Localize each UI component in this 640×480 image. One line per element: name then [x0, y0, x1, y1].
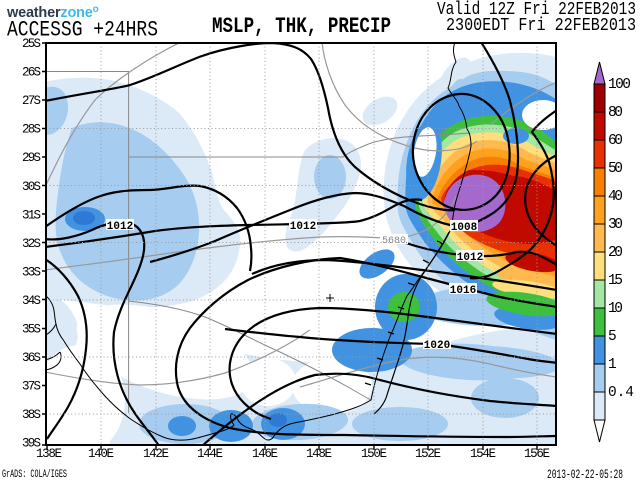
svg-text:33S: 33S — [22, 266, 41, 280]
svg-text:1016: 1016 — [450, 285, 476, 297]
svg-text:142E: 142E — [143, 447, 169, 461]
svg-text:100: 100 — [608, 77, 631, 93]
svg-text:1012: 1012 — [457, 252, 483, 264]
svg-text:35S: 35S — [22, 323, 41, 337]
svg-text:36S: 36S — [22, 351, 41, 365]
svg-text:32S: 32S — [22, 237, 41, 251]
svg-text:28S: 28S — [22, 123, 41, 137]
svg-text:156E: 156E — [524, 447, 550, 461]
svg-text:38S: 38S — [22, 408, 41, 422]
svg-text:5680: 5680 — [382, 236, 406, 247]
svg-text:152E: 152E — [415, 447, 441, 461]
svg-text:1008: 1008 — [451, 222, 478, 234]
svg-text:138E: 138E — [36, 447, 62, 461]
svg-text:2300EDT Fri 22FEB2013: 2300EDT Fri 22FEB2013 — [446, 16, 636, 36]
svg-text:30S: 30S — [22, 180, 41, 194]
svg-text:15: 15 — [608, 273, 623, 289]
svg-text:27S: 27S — [22, 94, 41, 108]
svg-text:39S: 39S — [22, 437, 41, 451]
svg-text:1012: 1012 — [107, 221, 133, 233]
svg-text:40: 40 — [608, 189, 623, 205]
svg-text:1: 1 — [608, 357, 617, 373]
svg-text:154E: 154E — [470, 447, 496, 461]
svg-text:150E: 150E — [361, 447, 387, 461]
svg-text:ACCESSG +24HRS: ACCESSG +24HRS — [7, 18, 158, 43]
svg-text:20: 20 — [608, 245, 623, 261]
svg-text:weatherzoneo: weatherzoneo — [6, 4, 99, 21]
svg-text:60: 60 — [608, 133, 623, 149]
svg-text:37S: 37S — [22, 380, 41, 394]
svg-text:2013-02-22-05:28: 2013-02-22-05:28 — [547, 468, 623, 480]
svg-text:5: 5 — [608, 329, 617, 345]
svg-text:Valid 12Z Fri 22FEB2013: Valid 12Z Fri 22FEB2013 — [437, 0, 636, 20]
svg-text:25S: 25S — [22, 37, 41, 51]
svg-text:10: 10 — [608, 301, 623, 317]
svg-text:MSLP, THK, PRECIP: MSLP, THK, PRECIP — [212, 14, 391, 39]
svg-text:31S: 31S — [22, 209, 41, 223]
svg-text:1012: 1012 — [290, 221, 316, 233]
svg-text:26S: 26S — [22, 66, 41, 80]
svg-text:1020: 1020 — [424, 340, 450, 352]
svg-text:144E: 144E — [197, 447, 223, 461]
svg-text:34S: 34S — [22, 294, 41, 308]
svg-text:29S: 29S — [22, 151, 41, 165]
svg-text:148E: 148E — [306, 447, 332, 461]
svg-text:80: 80 — [608, 105, 623, 121]
svg-text:GrADS: COLA/IGES: GrADS: COLA/IGES — [2, 469, 67, 480]
svg-text:50: 50 — [608, 161, 623, 177]
svg-text:30: 30 — [608, 217, 623, 233]
svg-text:0.4: 0.4 — [608, 385, 634, 401]
svg-text:146E: 146E — [252, 447, 278, 461]
svg-text:140E: 140E — [88, 447, 114, 461]
